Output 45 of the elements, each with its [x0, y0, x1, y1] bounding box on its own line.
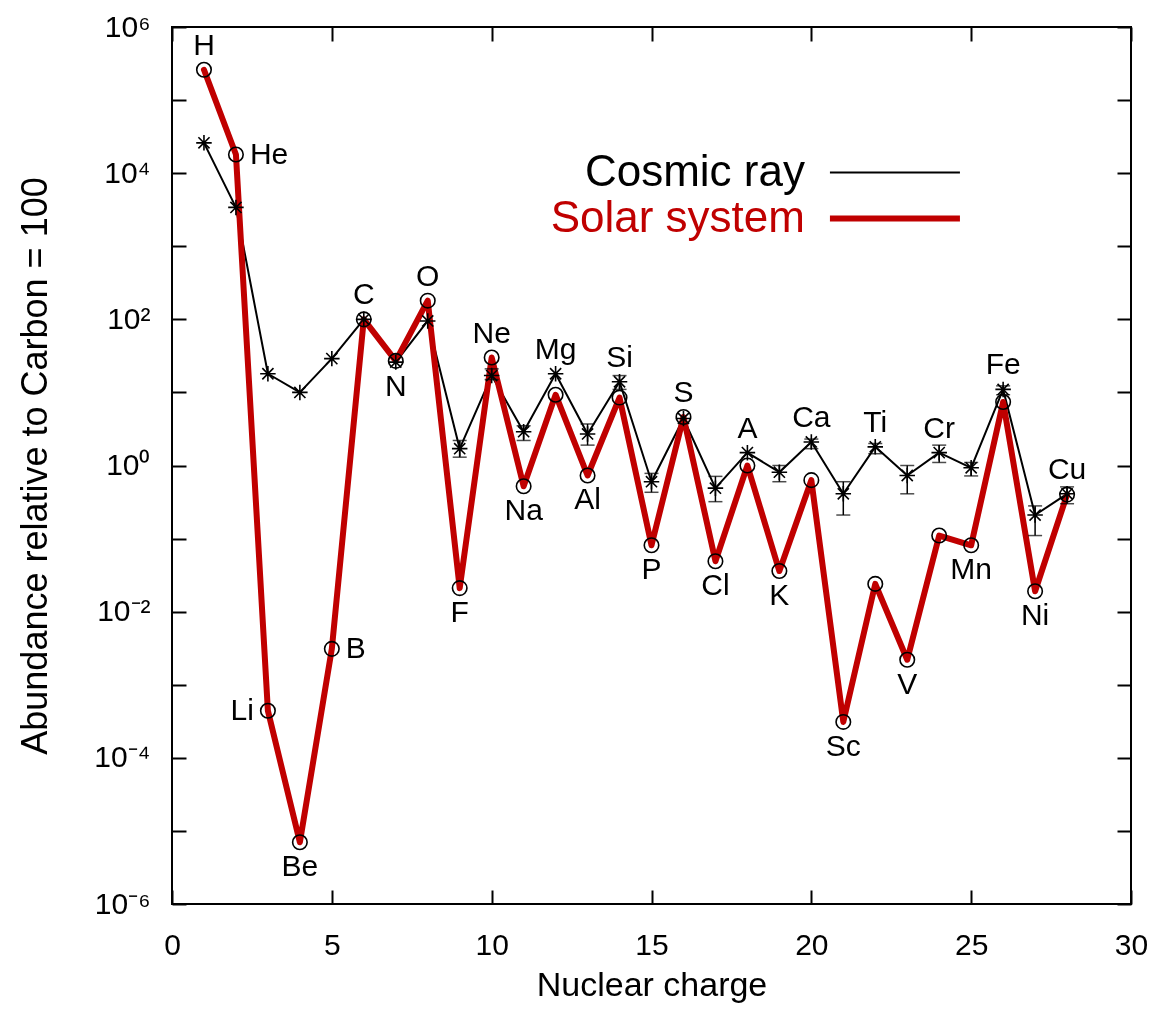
y-tick-label: 10⁻² [97, 594, 151, 628]
annotation: Mg [534, 331, 577, 365]
annotation: K [769, 578, 790, 612]
annotation: Al [574, 482, 601, 516]
y-tick-label: 10⁴ [104, 155, 151, 189]
legend-label: Cosmic ray [584, 145, 805, 195]
y-tick-label: 10⁰ [106, 448, 151, 481]
annotation: S [673, 375, 694, 409]
annotation: Si [606, 339, 633, 373]
annotation: Be [281, 849, 319, 883]
annotation: B [345, 630, 366, 664]
annotation: V [897, 666, 918, 700]
y-tick-label: 10⁶ [104, 9, 151, 43]
annotation: Cu [1047, 451, 1087, 485]
annotation: Sc [825, 728, 861, 762]
annotation: Fe [985, 347, 1021, 381]
y-tick-label: 10⁻⁶ [94, 886, 151, 920]
annotation: Ni [1020, 598, 1050, 632]
annotation: Na [504, 493, 544, 527]
x-tick-label: 0 [164, 927, 181, 961]
x-tick-label: 20 [795, 927, 829, 961]
x-tick-label: 15 [635, 927, 669, 961]
annotation: C [352, 277, 375, 311]
x-axis-title: Nuclear charge [536, 964, 768, 1003]
annotation: A [737, 410, 758, 444]
x-tick-label: 25 [954, 927, 989, 961]
annotation: Ca [792, 399, 831, 433]
x-tick-label: 5 [323, 927, 341, 961]
annotation: P [641, 552, 662, 586]
annotation: Cr [923, 410, 956, 444]
annotation: N [384, 369, 407, 403]
annotation: O [416, 258, 440, 292]
y-tick-label: 10² [107, 301, 151, 335]
annotation: Ne [472, 315, 511, 349]
y-axis-title: Abundance relative to Carbon = 100 [13, 177, 55, 755]
y-tick-label: 10⁻⁴ [94, 740, 151, 774]
annotation: Li [230, 692, 254, 726]
x-tick-label: 30 [1114, 927, 1149, 961]
annotation: Mn [950, 552, 993, 586]
annotation: Cl [701, 568, 730, 602]
annotation: Ti [863, 404, 888, 438]
annotation: He [249, 136, 289, 170]
x-tick-label: 10 [475, 927, 509, 961]
annotation: F [450, 595, 469, 629]
annotation: H [193, 27, 215, 61]
